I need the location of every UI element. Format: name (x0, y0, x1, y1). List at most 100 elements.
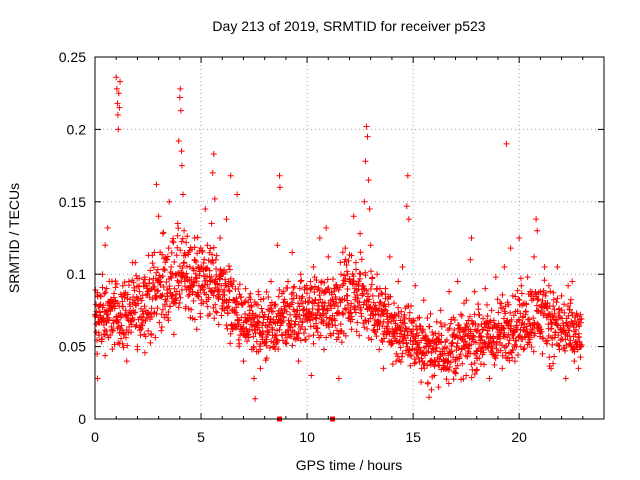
data-point (565, 312, 572, 319)
data-point (236, 281, 243, 288)
data-point (541, 277, 548, 284)
data-point (443, 337, 450, 344)
data-point (480, 349, 487, 356)
data-point (190, 282, 197, 289)
data-point (500, 315, 507, 322)
data-point (244, 338, 251, 345)
data-point (531, 321, 538, 328)
data-point (508, 322, 515, 329)
data-point (489, 345, 496, 352)
data-point (405, 303, 412, 310)
data-point (283, 308, 290, 315)
data-point (357, 249, 364, 256)
data-point (558, 292, 565, 299)
data-point (111, 290, 118, 297)
data-point (117, 78, 124, 85)
data-point (158, 311, 165, 318)
data-point (221, 286, 228, 293)
data-point (255, 291, 262, 298)
data-point (313, 315, 320, 322)
y-tick-label: 0.25 (59, 49, 86, 65)
data-point (331, 288, 338, 295)
data-point (206, 277, 213, 284)
data-point (343, 261, 350, 268)
data-point (256, 324, 263, 331)
data-point (485, 331, 492, 338)
data-point (367, 242, 374, 249)
data-point (334, 303, 341, 310)
data-point (545, 282, 552, 289)
data-point (276, 184, 283, 191)
data-point (136, 288, 143, 295)
data-point (157, 282, 164, 289)
data-point (303, 290, 310, 297)
data-point (510, 312, 517, 319)
data-point (499, 365, 506, 372)
data-point (152, 334, 159, 341)
data-point (307, 278, 314, 285)
data-point (505, 301, 512, 308)
data-point (421, 365, 428, 372)
data-point (289, 249, 296, 256)
data-point (513, 337, 520, 344)
data-point (180, 260, 187, 267)
data-point (263, 288, 270, 295)
data-point (512, 293, 519, 300)
data-point (103, 307, 110, 314)
data-point (120, 303, 127, 310)
data-point (159, 306, 166, 313)
data-point (140, 310, 147, 317)
data-point (521, 345, 528, 352)
data-point (309, 305, 316, 312)
data-point (296, 303, 303, 310)
data-point (332, 322, 339, 329)
data-point (542, 289, 549, 296)
data-point (533, 216, 540, 223)
data-point (297, 337, 304, 344)
data-point (454, 278, 461, 285)
data-point (452, 369, 459, 376)
data-point (323, 334, 330, 341)
data-point (161, 267, 168, 274)
data-point (468, 235, 475, 241)
data-point (276, 326, 283, 333)
data-point (266, 344, 273, 351)
data-point (576, 323, 583, 330)
data-point (204, 242, 211, 249)
data-point (571, 348, 578, 355)
data-point (295, 330, 302, 337)
data-point (219, 305, 226, 312)
data-point (275, 293, 282, 300)
data-point (482, 285, 489, 292)
data-point (208, 273, 215, 280)
data-point (153, 294, 160, 301)
data-point (272, 332, 279, 339)
data-point (287, 323, 294, 330)
data-point (177, 85, 184, 92)
data-point (525, 339, 532, 346)
data-point (546, 303, 553, 310)
data-point (196, 268, 203, 275)
data-point (169, 292, 176, 299)
data-point (406, 309, 413, 316)
data-point (507, 309, 514, 316)
data-point (297, 278, 304, 285)
data-point (338, 296, 345, 303)
data-point (203, 265, 210, 272)
data-point (418, 379, 425, 386)
data-point (109, 328, 116, 335)
data-point (421, 344, 428, 351)
data-point (193, 278, 200, 285)
data-point (547, 316, 554, 323)
data-point (115, 126, 122, 133)
data-point (463, 297, 470, 304)
data-point (412, 337, 419, 344)
data-point (410, 317, 417, 324)
data-point (383, 331, 390, 338)
data-point (369, 292, 376, 299)
data-point (330, 330, 337, 337)
data-point (302, 326, 309, 333)
data-point (546, 354, 553, 361)
data-point (578, 342, 585, 349)
data-point (257, 340, 264, 347)
